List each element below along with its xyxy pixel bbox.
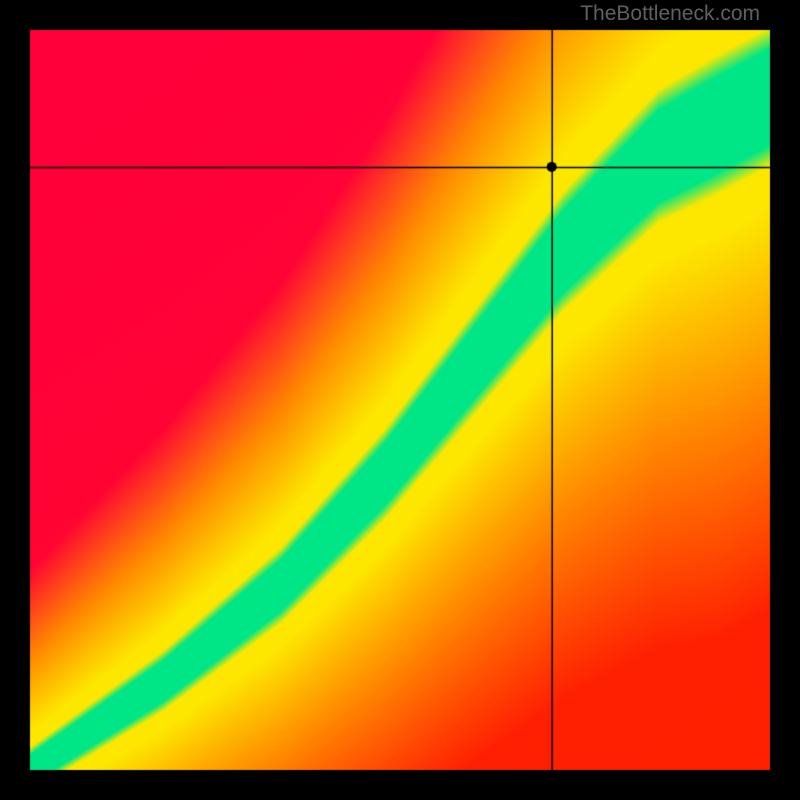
chart-container: TheBottleneck.com [0,0,800,800]
heatmap-canvas [0,0,800,800]
watermark-text: TheBottleneck.com [580,2,760,26]
